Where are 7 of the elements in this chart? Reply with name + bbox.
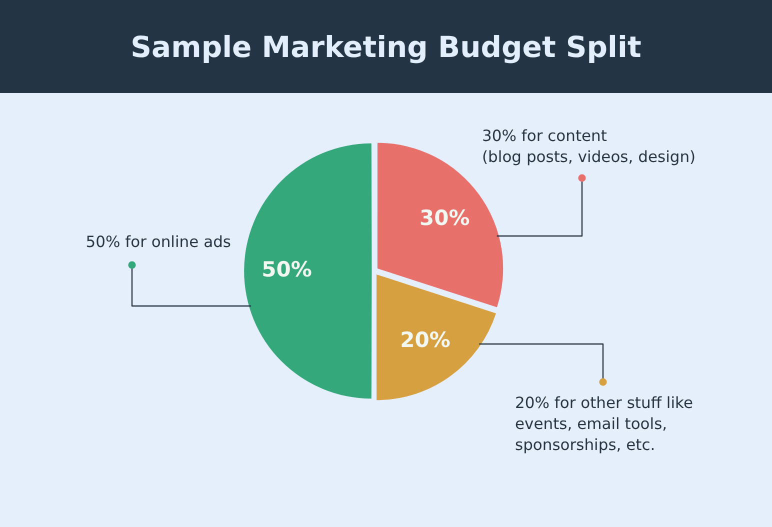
chart-title: Sample Marketing Budget Split (130, 30, 642, 64)
data-label: 50% (262, 257, 312, 282)
legend-label: 20% for other stuff like events, email tools, sponsorships, etc. (515, 394, 693, 454)
slice-label: 50% for online ads (86, 233, 231, 252)
slice-label: 30% for content (blog posts, videos, design) (482, 127, 696, 166)
data-label: 30% (419, 206, 470, 230)
data-label: 20% (400, 328, 450, 352)
